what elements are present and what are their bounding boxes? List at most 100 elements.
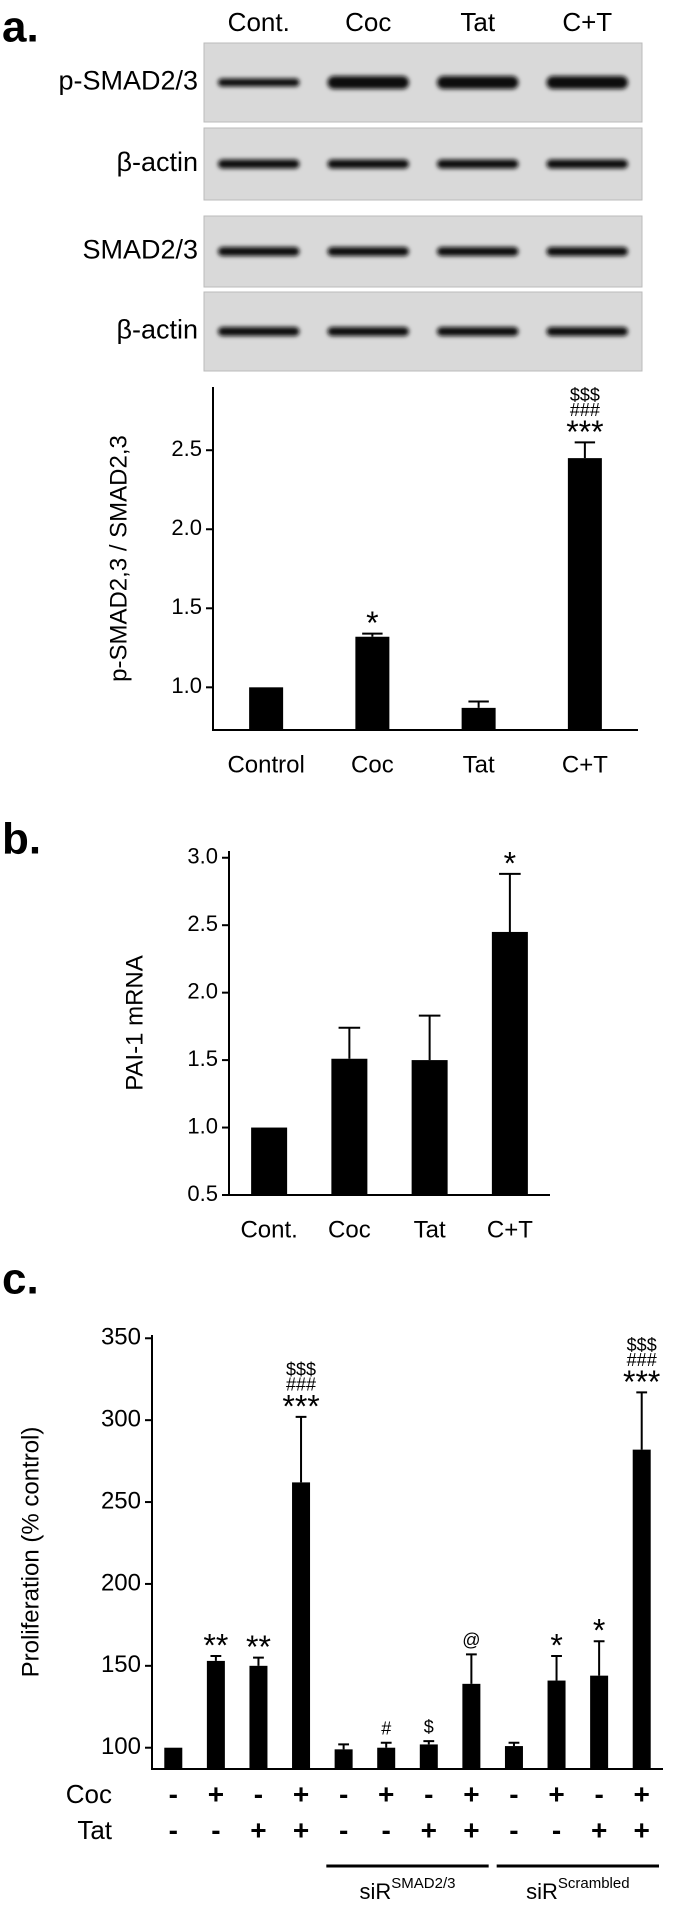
- error-bar: [499, 872, 521, 932]
- significance-label: #: [381, 1719, 391, 1739]
- panel-label: b.: [2, 815, 41, 864]
- blot-band: [546, 327, 628, 336]
- error-bar: [253, 1656, 264, 1666]
- blot-band: [437, 247, 519, 256]
- significance-label: *: [504, 845, 516, 881]
- y-tick-label: 100: [101, 1733, 141, 1760]
- row-label: Coc: [66, 1779, 112, 1809]
- bar: [590, 1675, 609, 1769]
- significance-label: **: [203, 1627, 228, 1663]
- significance-label: ###: [570, 400, 600, 420]
- group-label: siRScrambled: [526, 1875, 629, 1904]
- bar: [504, 1746, 523, 1769]
- error-bar: [338, 1026, 361, 1059]
- significance-label: ###: [627, 1350, 657, 1370]
- significance-label: ***: [623, 1364, 660, 1400]
- row-sign: -: [509, 1778, 518, 1809]
- bar: [411, 1060, 448, 1195]
- blot-band: [218, 159, 300, 169]
- axes: [151, 1335, 663, 1770]
- y-tick-label: 300: [101, 1406, 141, 1433]
- y-tick-label: 1.5: [187, 1046, 218, 1071]
- panel-label: c.: [2, 1255, 39, 1304]
- lane-label: Cont.: [228, 7, 290, 37]
- blot-band: [218, 78, 300, 87]
- blot-row-label: β-actin: [116, 315, 198, 345]
- y-tick-label: 250: [101, 1487, 141, 1514]
- row-sign: +: [378, 1778, 394, 1809]
- row-sign: -: [339, 1778, 348, 1809]
- y-tick-label: 2.0: [171, 515, 202, 540]
- significance-label: $$$: [286, 1360, 316, 1380]
- row-sign: +: [250, 1814, 266, 1845]
- bar: [547, 1680, 566, 1769]
- error-bar: [465, 1653, 477, 1684]
- bar: [331, 1058, 368, 1195]
- x-tick-label: Cont.: [240, 1216, 297, 1243]
- axes: [212, 387, 638, 731]
- y-tick-label: 200: [101, 1569, 141, 1596]
- y-tick-label: 350: [101, 1324, 141, 1351]
- row-sign: +: [634, 1778, 650, 1809]
- x-tick-label: Tat: [463, 751, 495, 778]
- group-name: siR: [526, 1879, 558, 1904]
- significance-label: ###: [286, 1375, 316, 1395]
- significance-label: $: [424, 1717, 434, 1737]
- significance-label: ***: [566, 414, 603, 450]
- row-sign: +: [421, 1814, 437, 1845]
- bar: [251, 1127, 288, 1195]
- row-sign: -: [254, 1778, 263, 1809]
- row-sign: -: [382, 1814, 391, 1845]
- y-axis-title: PAI-1 mRNA: [121, 955, 148, 1091]
- y-tick-label: 1.0: [187, 1113, 218, 1138]
- bar: [164, 1747, 183, 1769]
- y-tick-label: 2.5: [171, 436, 202, 461]
- row-sign: +: [548, 1778, 564, 1809]
- error-bar: [593, 1640, 605, 1676]
- row-sign: -: [339, 1814, 348, 1845]
- lane-label: Coc: [345, 7, 391, 37]
- row-sign: +: [293, 1778, 309, 1809]
- error-bar: [636, 1391, 648, 1450]
- blot-row-label: p-SMAD2/3: [58, 66, 198, 96]
- panel-label: a.: [2, 3, 39, 52]
- blot-band: [218, 247, 300, 256]
- x-tick-label: Coc: [351, 751, 394, 778]
- blot-band: [546, 247, 628, 256]
- error-bar: [338, 1743, 350, 1750]
- group-label: siRSMAD2/3: [360, 1875, 456, 1904]
- bar: [491, 931, 528, 1195]
- y-tick-label: 2.0: [187, 978, 218, 1003]
- blot-band: [437, 76, 519, 89]
- blot-band: [327, 159, 409, 169]
- group-name: siR: [360, 1879, 392, 1904]
- error-bar: [210, 1655, 222, 1661]
- row-sign: +: [463, 1778, 479, 1809]
- blot-band: [327, 327, 409, 336]
- blot-band: [546, 159, 628, 169]
- bar: [462, 1683, 481, 1769]
- bar: [206, 1660, 225, 1769]
- x-tick-label: C+T: [562, 751, 608, 778]
- blot-band: [437, 159, 519, 169]
- y-tick-label: 3.0: [187, 844, 218, 869]
- bar: [334, 1749, 353, 1769]
- lane-label: C+T: [562, 7, 612, 37]
- significance-label: $$$: [627, 1335, 657, 1355]
- row-sign: -: [169, 1778, 178, 1809]
- error-bar: [362, 632, 383, 637]
- significance-label: *: [550, 1627, 562, 1663]
- bar: [249, 1665, 268, 1769]
- x-tick-label: Coc: [328, 1216, 371, 1243]
- lane-label: Tat: [460, 7, 495, 37]
- blot-band: [437, 327, 519, 336]
- error-bar: [468, 700, 489, 708]
- bar: [249, 687, 284, 730]
- x-tick-label: C+T: [487, 1216, 533, 1243]
- significance-label: $$$: [570, 385, 600, 405]
- row-sign: -: [424, 1778, 433, 1809]
- blot-band: [327, 76, 409, 89]
- bar: [419, 1744, 438, 1769]
- group-superscript: Scrambled: [558, 1875, 630, 1892]
